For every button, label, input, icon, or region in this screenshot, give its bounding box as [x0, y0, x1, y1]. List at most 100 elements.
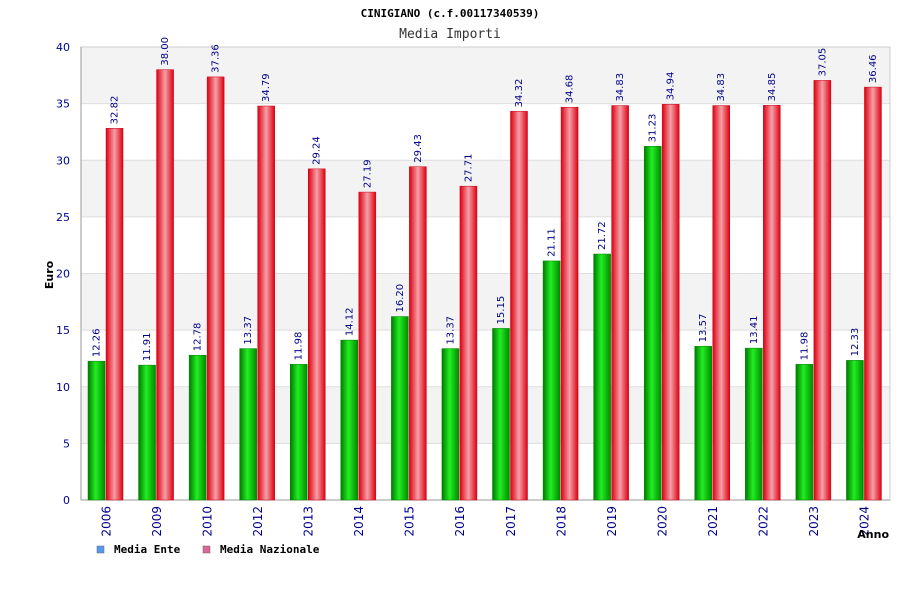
y-tick-label: 0 [63, 494, 70, 507]
bar-media-ente [694, 346, 712, 501]
legend-label: Media Nazionale [220, 543, 320, 556]
bar-media-ente [795, 364, 814, 501]
bar-media-nazionale [156, 69, 174, 501]
bar-media-nazionale [459, 185, 478, 501]
x-tick-label: 2020 [655, 506, 669, 537]
bar-media-nazionale [510, 111, 528, 501]
bar-media-ente [593, 253, 611, 501]
bar-media-nazionale [864, 86, 882, 501]
bar-media-nazionale [105, 128, 124, 501]
y-tick-label: 5 [63, 437, 70, 450]
bar-media-nazionale [813, 80, 832, 501]
x-tick-label: 2019 [605, 506, 619, 537]
bar-media-nazionale [661, 104, 680, 501]
y-tick-label: 20 [56, 268, 70, 281]
data-label: 16.20 [395, 284, 406, 313]
data-label: 34.79 [261, 73, 272, 102]
x-tick-label: 2009 [150, 506, 164, 537]
legend: Media Ente Media Nazionale [96, 543, 320, 556]
data-label: 13.37 [445, 316, 456, 345]
legend-swatch [202, 545, 211, 554]
data-label: 12.26 [92, 329, 103, 358]
data-label: 11.98 [294, 332, 305, 361]
data-label: 37.36 [211, 44, 222, 73]
bar-media-nazionale [611, 105, 629, 501]
bar-media-nazionale [257, 105, 275, 501]
y-tick-label: 35 [56, 98, 70, 111]
x-tick-label: 2018 [554, 506, 568, 537]
bar-media-nazionale [409, 166, 427, 501]
data-label: 29.24 [312, 136, 323, 165]
bar-media-ente [239, 348, 257, 501]
bar-media-ente [87, 360, 106, 501]
data-label: 12.33 [850, 328, 861, 357]
bar-media-ente [542, 260, 561, 501]
y-tick-label: 30 [56, 154, 70, 167]
x-tick-label: 2014 [352, 506, 366, 537]
legend-label: Media Ente [114, 543, 181, 556]
data-label: 13.41 [749, 315, 760, 344]
data-label: 11.91 [142, 332, 153, 361]
data-label: 13.37 [243, 316, 254, 345]
bar-media-nazionale [308, 168, 326, 501]
x-tick-label: 2022 [757, 506, 771, 537]
x-tick-label: 2015 [403, 506, 417, 537]
bar-media-nazionale [560, 106, 579, 501]
x-axis-label: Anno [857, 528, 889, 541]
data-label: 34.83 [716, 73, 727, 102]
x-tick-label: 2021 [706, 506, 720, 537]
bar-media-ente [745, 347, 763, 501]
data-label: 36.46 [868, 54, 879, 83]
data-label: 15.15 [496, 296, 507, 325]
data-label: 38.00 [160, 37, 171, 66]
data-label: 21.72 [597, 221, 608, 250]
data-label: 11.98 [799, 332, 810, 361]
y-tick-label: 10 [56, 381, 70, 394]
x-tick-label: 2024 [858, 506, 872, 537]
x-tick-label: 2010 [200, 506, 214, 537]
bar-media-ente [846, 360, 864, 501]
bar-media-ente [643, 146, 662, 501]
bar-media-ente [391, 316, 409, 501]
x-tick-label: 2016 [453, 506, 467, 537]
x-tick-label: 2013 [302, 506, 316, 537]
data-label: 31.23 [648, 114, 659, 143]
data-label: 21.11 [547, 228, 558, 257]
chart-subtitle: Media Importi [399, 27, 501, 42]
y-tick-label: 25 [56, 211, 70, 224]
bar-media-ente [441, 348, 460, 501]
bar-media-nazionale [763, 105, 781, 501]
data-label: 27.71 [463, 154, 474, 183]
data-label: 34.85 [767, 73, 778, 102]
data-label: 32.82 [110, 96, 121, 125]
data-label: 34.94 [666, 72, 677, 101]
legend-swatch [96, 545, 105, 554]
data-label: 34.68 [565, 75, 576, 104]
data-label: 29.43 [413, 134, 424, 163]
bar-media-ente [492, 328, 510, 501]
y-tick-label: 40 [56, 41, 70, 54]
bar-media-ente [290, 364, 308, 501]
chart-title: CINIGIANO (c.f.00117340539) [361, 7, 540, 20]
data-label: 27.19 [362, 159, 373, 188]
bar-media-nazionale [206, 76, 225, 501]
data-label: 13.57 [698, 314, 709, 343]
data-label: 34.32 [514, 79, 525, 108]
bar-media-ente [138, 364, 156, 501]
x-tick-label: 2017 [504, 506, 518, 537]
y-axis-label: Euro [43, 260, 56, 289]
data-label: 14.12 [344, 307, 355, 336]
data-label: 37.05 [817, 48, 828, 77]
data-label: 34.83 [615, 73, 626, 102]
y-tick-label: 15 [56, 324, 70, 337]
bar-media-nazionale [358, 191, 377, 501]
bar-media-ente [340, 339, 359, 501]
x-tick-label: 2012 [251, 506, 265, 537]
x-tick-label: 2023 [807, 506, 821, 537]
data-label: 12.78 [193, 323, 204, 352]
x-tick-label: 2006 [99, 506, 113, 537]
plot-area: 0 5 10 15 20 25 30 35 40 12.26 32.82 2006 11.91 38.00… [56, 37, 891, 537]
bar-media-ente [188, 355, 207, 501]
bar-media-nazionale [712, 105, 730, 501]
